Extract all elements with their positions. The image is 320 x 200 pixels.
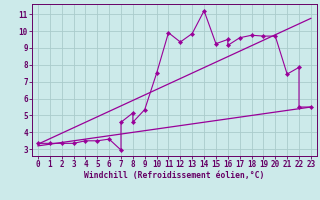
X-axis label: Windchill (Refroidissement éolien,°C): Windchill (Refroidissement éolien,°C) [84, 171, 265, 180]
